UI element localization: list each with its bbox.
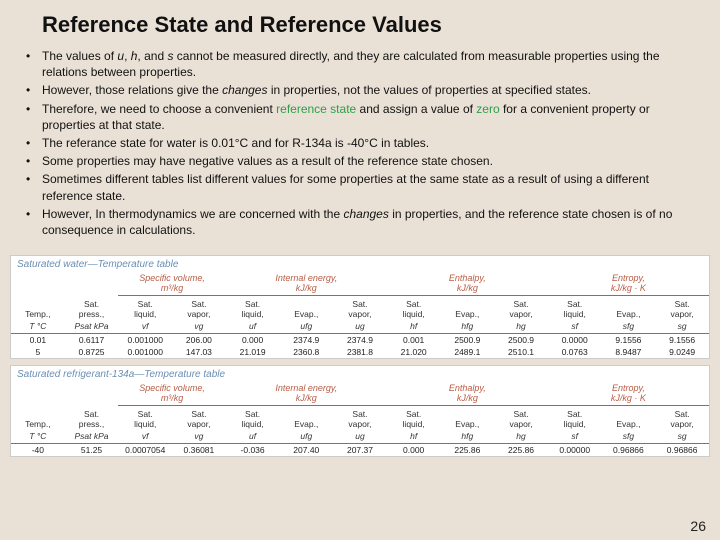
table-row: 0.010.61170.001000206.000.0002374.92374.…: [11, 334, 709, 347]
bullet-text: However, In thermodynamics we are concer…: [42, 206, 696, 238]
bullet-item: •The referance state for water is 0.01°C…: [24, 135, 696, 151]
bullet-marker: •: [24, 206, 42, 238]
bullet-marker: •: [24, 82, 42, 98]
bullet-item: •The values of u, h, and s cannot be mea…: [24, 48, 696, 80]
table-title: Saturated water—Temperature table: [11, 258, 709, 272]
bullet-item: •However, In thermodynamics we are conce…: [24, 206, 696, 238]
bullet-marker: •: [24, 48, 42, 80]
bullet-item: •Therefore, we need to choose a convenie…: [24, 101, 696, 133]
page-number: 26: [690, 518, 706, 534]
table-title: Saturated refrigerant-134a—Temperature t…: [11, 368, 709, 382]
data-table: Saturated water—Temperature tableSpecifi…: [10, 255, 710, 359]
table-row: 50.87250.001000147.0321.0192360.82381.82…: [11, 346, 709, 358]
bullet-item: •However, those relations give the chang…: [24, 82, 696, 98]
bullet-item: •Some properties may have negative value…: [24, 153, 696, 169]
tables-region: Saturated water—Temperature tableSpecifi…: [10, 255, 710, 463]
bullet-list: •The values of u, h, and s cannot be mea…: [0, 48, 720, 238]
bullet-marker: •: [24, 171, 42, 203]
data-table: Saturated refrigerant-134a—Temperature t…: [10, 365, 710, 457]
bullet-text: The values of u, h, and s cannot be meas…: [42, 48, 696, 80]
table-row: -4051.250.00070540.36081-0.036207.40207.…: [11, 444, 709, 457]
bullet-item: •Sometimes different tables list differe…: [24, 171, 696, 203]
bullet-text: However, those relations give the change…: [42, 82, 696, 98]
bullet-marker: •: [24, 153, 42, 169]
bullet-marker: •: [24, 135, 42, 151]
bullet-marker: •: [24, 101, 42, 133]
bullet-text: Therefore, we need to choose a convenien…: [42, 101, 696, 133]
bullet-text: Some properties may have negative values…: [42, 153, 696, 169]
bullet-text: The referance state for water is 0.01°C …: [42, 135, 696, 151]
bullet-text: Sometimes different tables list differen…: [42, 171, 696, 203]
page-title: Reference State and Reference Values: [0, 0, 720, 48]
